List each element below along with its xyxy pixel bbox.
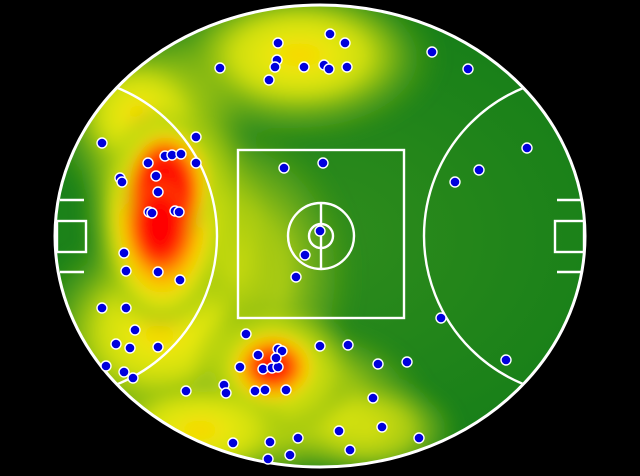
scatter-point bbox=[521, 142, 533, 154]
scatter-point bbox=[344, 444, 356, 456]
scatter-point bbox=[100, 360, 112, 372]
scatter-point bbox=[124, 342, 136, 354]
scatter-point bbox=[317, 157, 329, 169]
scatter-point bbox=[190, 131, 202, 143]
scatter-point bbox=[298, 61, 310, 73]
scatter-point bbox=[426, 46, 438, 58]
scatter-point bbox=[118, 366, 130, 378]
scatter-point bbox=[323, 63, 335, 75]
scatter-point bbox=[152, 341, 164, 353]
scatter-point bbox=[262, 453, 274, 465]
scatter-point bbox=[272, 361, 284, 373]
scatter-point bbox=[270, 352, 282, 364]
scatter-point bbox=[280, 384, 292, 396]
scatter-point bbox=[263, 74, 275, 86]
scatter-point bbox=[272, 37, 284, 49]
center-square bbox=[236, 148, 406, 320]
scatter-point bbox=[259, 384, 271, 396]
scatter-point bbox=[214, 62, 226, 74]
scatter-point bbox=[173, 206, 185, 218]
scatter-point bbox=[150, 170, 162, 182]
scatter-point bbox=[127, 372, 139, 384]
scatter-point bbox=[175, 148, 187, 160]
scatter-point bbox=[284, 449, 296, 461]
scatter-point bbox=[401, 356, 413, 368]
boundary-line bbox=[53, 3, 587, 469]
scatter-point bbox=[180, 385, 192, 397]
scatter-point bbox=[449, 176, 461, 188]
scatter-point bbox=[240, 328, 252, 340]
scatter-point bbox=[462, 63, 474, 75]
scatter-point bbox=[290, 271, 302, 283]
left-goal-square bbox=[55, 219, 88, 254]
scatter-point bbox=[142, 157, 154, 169]
heat-core-left-50-lower bbox=[128, 177, 192, 273]
scatter-point bbox=[234, 361, 246, 373]
scatter-point bbox=[376, 421, 388, 433]
scatter-point bbox=[118, 247, 130, 259]
scatter-point bbox=[174, 274, 186, 286]
scatter-point bbox=[116, 176, 128, 188]
scatter-point bbox=[367, 392, 379, 404]
scatter-point bbox=[120, 302, 132, 314]
scatter-point bbox=[292, 432, 304, 444]
scatter-point bbox=[120, 265, 132, 277]
scatter-point bbox=[342, 339, 354, 351]
scatter-point bbox=[96, 302, 108, 314]
scatter-point bbox=[96, 137, 108, 149]
scatter-point bbox=[341, 61, 353, 73]
scatter-point bbox=[152, 266, 164, 278]
scatter-point bbox=[110, 338, 122, 350]
scatter-point bbox=[249, 385, 261, 397]
scatter-point bbox=[264, 436, 276, 448]
scatter-point bbox=[435, 312, 447, 324]
scatter-point bbox=[333, 425, 345, 437]
scatter-point bbox=[146, 207, 158, 219]
scatter-point bbox=[152, 186, 164, 198]
scatter-point bbox=[339, 37, 351, 49]
scatter-point bbox=[314, 340, 326, 352]
scatter-point bbox=[220, 387, 232, 399]
scatter-point bbox=[269, 61, 281, 73]
scatter-point bbox=[372, 358, 384, 370]
scatter-point bbox=[276, 345, 288, 357]
heat-blob-top-warm bbox=[188, 5, 412, 117]
scatter-point bbox=[314, 225, 326, 237]
scatter-points-layer bbox=[96, 28, 533, 465]
scatter-point bbox=[129, 324, 141, 336]
scatter-point bbox=[500, 354, 512, 366]
scatter-point bbox=[413, 432, 425, 444]
scatter-point bbox=[278, 162, 290, 174]
scatter-point bbox=[473, 164, 485, 176]
scatter-point bbox=[324, 28, 336, 40]
scatter-point bbox=[252, 349, 264, 361]
scatter-point bbox=[190, 157, 202, 169]
scatter-point bbox=[227, 437, 239, 449]
scatter-point bbox=[299, 249, 311, 261]
